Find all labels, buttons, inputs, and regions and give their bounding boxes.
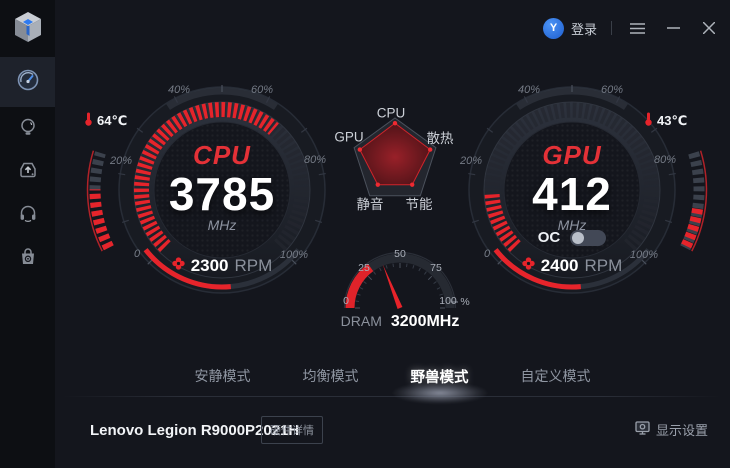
dram-tick-100: 100: [439, 295, 457, 307]
cpu-fan-rpm-unit: RPM: [234, 256, 273, 275]
login-button[interactable]: Y 登录: [542, 17, 597, 39]
gpu-temperature-value: 43℃: [657, 112, 688, 128]
display-icon: [635, 421, 650, 438]
oc-toggle-knob: [572, 231, 585, 244]
cpu-scale-0: 0: [134, 248, 141, 260]
hardware-details-button[interactable]: 硬件详情: [261, 416, 323, 444]
gpu-scale-40: 40%: [518, 84, 540, 96]
titlebar: Y 登录: [542, 14, 720, 42]
store-bag-icon: [18, 247, 38, 272]
gpu-fan-speed: 2400 RPM: [472, 256, 672, 276]
dram-caption: DRAM 3200MHz: [300, 313, 500, 331]
sidebar-item-lighting[interactable]: [0, 104, 55, 154]
gpu-gauge: 0 20% 40% 60% 80% 100%: [459, 84, 708, 294]
lightbulb-icon: [18, 117, 38, 142]
mode-radar-chart: [353, 117, 437, 197]
minimize-icon: [666, 27, 680, 29]
fan-icon: [172, 257, 185, 275]
dram-unit-percent: %: [460, 296, 469, 308]
oc-label: OC: [537, 229, 561, 246]
gpu-fan-rpm-unit: RPM: [584, 256, 623, 275]
cpu-scale-80: 80%: [304, 154, 326, 166]
gpu-scale-100: 100%: [630, 249, 658, 261]
gpu-oc-row: OC: [472, 229, 672, 246]
titlebar-divider: [611, 21, 612, 35]
footer: Lenovo Legion R9000P2021H 硬件详情 显示设置: [55, 398, 730, 468]
fan-icon: [522, 257, 535, 275]
thermometer-icon: [84, 112, 93, 129]
close-icon: [703, 22, 715, 34]
tabs-divider: [62, 396, 722, 397]
update-drive-icon: [18, 160, 38, 185]
radar-axis-gpu: GPU: [334, 129, 364, 145]
cpu-scale-100: 100%: [280, 249, 308, 261]
dram-tick-50: 50: [394, 248, 406, 260]
oc-toggle[interactable]: [570, 229, 607, 246]
radar-axis-power-saving: 节能: [405, 197, 433, 212]
sidebar-item-update[interactable]: [0, 147, 55, 197]
dram-tick-0: 0: [343, 295, 349, 307]
sidebar: [0, 0, 55, 468]
tab-balanced-mode[interactable]: 均衡模式: [302, 368, 359, 384]
radar-axis-quiet: 静音: [356, 197, 384, 212]
legion-cube-logo-icon: [12, 10, 44, 44]
legion-avatar-icon: Y: [542, 17, 564, 39]
dram-label: DRAM: [340, 313, 382, 329]
cpu-scale-40: 40%: [168, 84, 190, 96]
sidebar-item-dashboard[interactable]: [0, 57, 55, 107]
device-name: Lenovo Legion R9000P2021H: [90, 422, 300, 439]
radar-axis-cpu: CPU: [376, 105, 406, 121]
gpu-scale-60: 60%: [601, 84, 623, 96]
tab-beast-mode[interactable]: 野兽模式: [403, 360, 477, 392]
speedometer-icon: [17, 69, 39, 96]
cpu-temperature-value: 64℃: [97, 112, 128, 128]
display-settings-label: 显示设置: [655, 423, 708, 438]
cpu-scale-60: 60%: [251, 84, 273, 96]
tab-quiet-mode[interactable]: 安静模式: [194, 368, 251, 384]
gpu-scale-20: 20%: [459, 155, 482, 167]
gpu-fan-rpm-value: 2400: [540, 256, 579, 275]
cpu-fan-speed: 2300 RPM: [122, 256, 322, 276]
cpu-fan-rpm-value: 2300: [190, 256, 229, 275]
sidebar-item-audio[interactable]: [0, 190, 55, 240]
gpu-temperature-badge: 43℃: [644, 112, 687, 129]
close-button[interactable]: [698, 17, 720, 39]
headphones-icon: [18, 203, 38, 228]
hamburger-icon: [629, 22, 645, 34]
cpu-gauge: 0 20% 40% 60% 80% 100%: [86, 84, 326, 294]
radar-axis-cooling: 散热: [426, 131, 454, 146]
dram-frequency-value: 3200MHz: [390, 313, 460, 330]
mode-tabs: 安静模式 均衡模式 野兽模式 自定义模式: [55, 360, 730, 392]
minimize-button[interactable]: [662, 17, 684, 39]
login-label: 登录: [570, 21, 597, 37]
cpu-temperature-badge: 64℃: [84, 112, 127, 129]
display-settings-button[interactable]: 显示设置: [635, 420, 708, 439]
dram-gauge: 0 25 50 75 100 %: [343, 248, 470, 309]
sidebar-item-store[interactable]: [0, 234, 55, 284]
cpu-scale-20: 20%: [109, 155, 132, 167]
menu-button[interactable]: [626, 17, 648, 39]
thermometer-icon: [644, 112, 653, 129]
gpu-scale-0: 0: [484, 248, 491, 260]
dram-tick-75: 75: [430, 262, 442, 274]
dram-tick-25: 25: [358, 262, 370, 274]
tab-custom-mode[interactable]: 自定义模式: [520, 368, 591, 384]
gpu-scale-80: 80%: [654, 154, 676, 166]
